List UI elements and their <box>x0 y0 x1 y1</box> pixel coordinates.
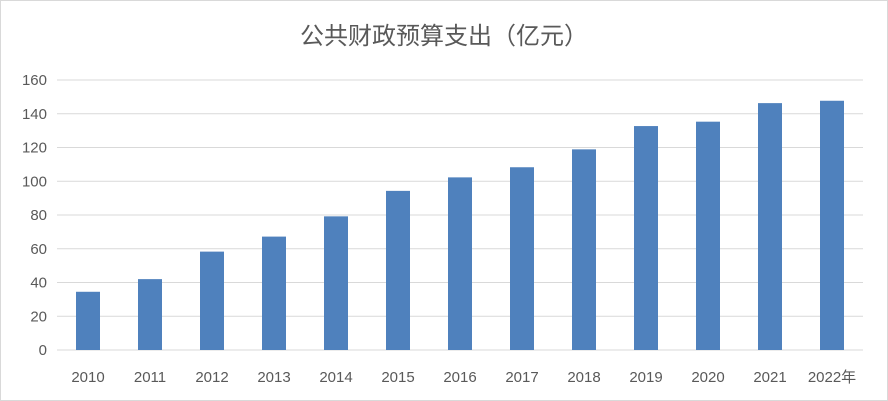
x-tick-label: 2017 <box>505 369 538 386</box>
x-tick-label: 2010 <box>71 369 104 386</box>
bars <box>76 100 844 351</box>
x-tick-label: 2014 <box>319 369 352 386</box>
bar-2013 <box>262 236 286 350</box>
y-tick-label: 120 <box>22 140 47 157</box>
y-tick-label: 40 <box>30 275 47 292</box>
bar-2012 <box>200 251 224 350</box>
chart-title: 公共财政预算支出（亿元） <box>300 22 588 50</box>
bar-2018 <box>572 149 596 350</box>
bar-2019 <box>634 126 658 350</box>
x-tick-label: 2018 <box>567 369 600 386</box>
y-tick-label: 100 <box>22 173 47 190</box>
bar-2014 <box>324 216 348 350</box>
x-tick-label: 2021 <box>753 369 786 386</box>
bar-2010 <box>76 291 100 350</box>
bar-2021 <box>758 103 782 351</box>
y-tick-label: 140 <box>22 106 47 123</box>
bar-2022年 <box>820 100 844 350</box>
x-tick-label: 2016 <box>443 369 476 386</box>
x-tick-label: 2019 <box>629 369 662 386</box>
bar-2017 <box>510 167 534 350</box>
x-tick-label: 2022年 <box>808 369 856 386</box>
bar-2011 <box>138 279 162 350</box>
x-tick-label: 2020 <box>691 369 724 386</box>
y-tick-label: 20 <box>30 308 47 325</box>
x-tick-label: 2011 <box>134 369 166 386</box>
bar-2015 <box>386 190 410 350</box>
bar-2016 <box>448 177 472 350</box>
x-tick-label: 2013 <box>257 369 290 386</box>
y-tick-label: 160 <box>22 72 47 89</box>
bar-2020 <box>696 121 720 351</box>
y-tick-label: 80 <box>30 207 47 224</box>
y-axis-ticks: 0 20 40 60 80 100 120 140 160 <box>22 72 47 359</box>
x-axis-ticks: 2010 2011 2012 2013 2014 2015 2016 2017 2018 2019… <box>71 369 856 386</box>
x-tick-label: 2015 <box>381 369 414 386</box>
x-tick-label: 2012 <box>195 369 228 386</box>
y-tick-label: 60 <box>30 241 47 258</box>
y-tick-label: 0 <box>39 342 47 359</box>
